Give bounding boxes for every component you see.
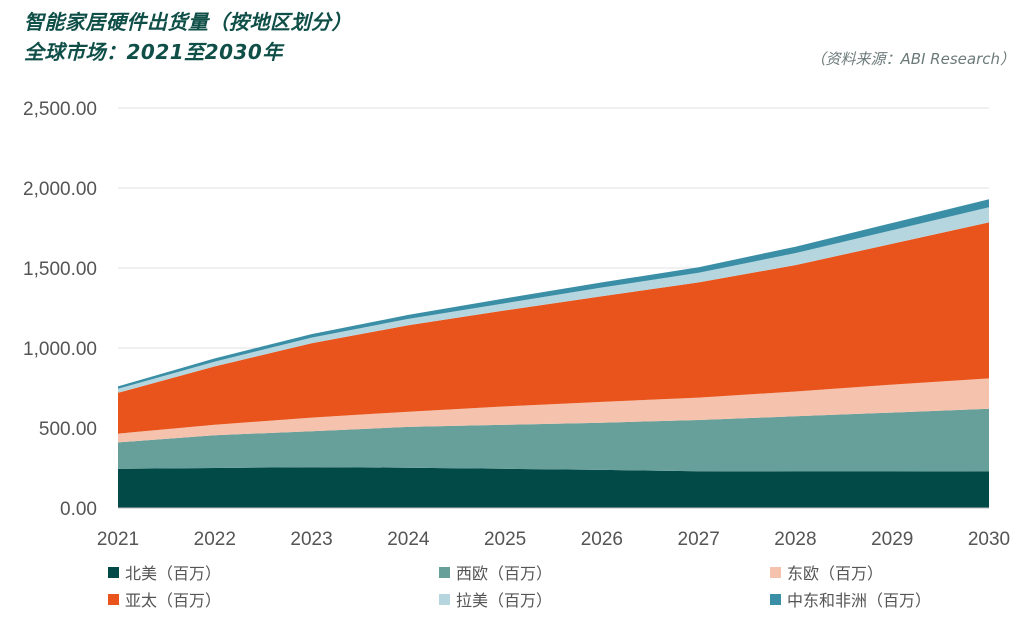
legend-item-latin-america[interactable]: 拉美（百万） <box>439 589 770 610</box>
legend-swatch <box>770 593 781 605</box>
x-tick-label: 2027 <box>678 529 720 550</box>
legend-swatch <box>439 593 450 605</box>
y-tick-label: 2,500.00 <box>23 99 97 120</box>
area-series-3[interactable] <box>118 222 989 434</box>
area-series-4[interactable] <box>118 207 989 393</box>
legend-item-asia-pacific[interactable]: 亚太（百万） <box>108 589 439 610</box>
legend-label: 亚太（百万） <box>125 591 222 610</box>
legend-label: 中东和非洲（百万） <box>787 591 932 610</box>
axes: 0.00 500.00 1,000.00 1,500.00 2,000.00 2,500.… <box>23 99 1010 550</box>
legend-swatch <box>108 566 119 578</box>
x-tick-label: 2021 <box>97 529 139 550</box>
x-tick-label: 2029 <box>871 529 913 550</box>
source-note: （资料来源：ABI Research） <box>810 50 1015 68</box>
x-tick-label: 2024 <box>387 529 430 550</box>
y-tick-label: 1,500.00 <box>23 259 97 280</box>
x-tick-label: 2025 <box>484 529 526 550</box>
x-tick-label: 2028 <box>774 529 816 550</box>
area-series-2[interactable] <box>118 378 989 443</box>
y-tick-label: 2,000.00 <box>23 179 97 200</box>
legend: 北美（百万） 西欧（百万） 东欧（百万） 亚太（百万） 拉美（百万） 中东和非洲… <box>108 562 988 610</box>
legend-item-western-europe[interactable]: 西欧（百万） <box>439 562 770 583</box>
y-tick-label: 500.00 <box>39 419 97 440</box>
legend-item-north-america[interactable]: 北美（百万） <box>108 562 439 583</box>
legend-label: 北美（百万） <box>125 564 222 583</box>
chart-title-line2: 全球市场：2021至2030年 <box>24 40 283 64</box>
x-tick-label: 2022 <box>194 529 236 550</box>
x-tick-label: 2023 <box>290 529 332 550</box>
legend-label: 拉美（百万） <box>456 591 553 610</box>
y-tick-label: 1,000.00 <box>23 339 97 360</box>
y-tick-label: 0.00 <box>60 499 97 520</box>
area-series-5[interactable] <box>118 199 989 389</box>
stacked-areas <box>118 199 989 508</box>
x-tick-label: 2026 <box>581 529 623 550</box>
chart-title-line1: 智能家居硬件出货量（按地区划分） <box>24 10 352 34</box>
legend-swatch <box>439 566 450 578</box>
legend-swatch <box>770 566 781 578</box>
legend-item-middle-east-africa[interactable]: 中东和非洲（百万） <box>770 589 988 610</box>
legend-swatch <box>108 593 119 605</box>
legend-label: 东欧（百万） <box>787 564 884 583</box>
legend-label: 西欧（百万） <box>456 564 553 583</box>
area-series-1[interactable] <box>118 408 989 472</box>
x-tick-label: 2030 <box>968 529 1010 550</box>
area-series-0[interactable] <box>118 467 989 508</box>
legend-item-eastern-europe[interactable]: 东欧（百万） <box>770 562 988 583</box>
